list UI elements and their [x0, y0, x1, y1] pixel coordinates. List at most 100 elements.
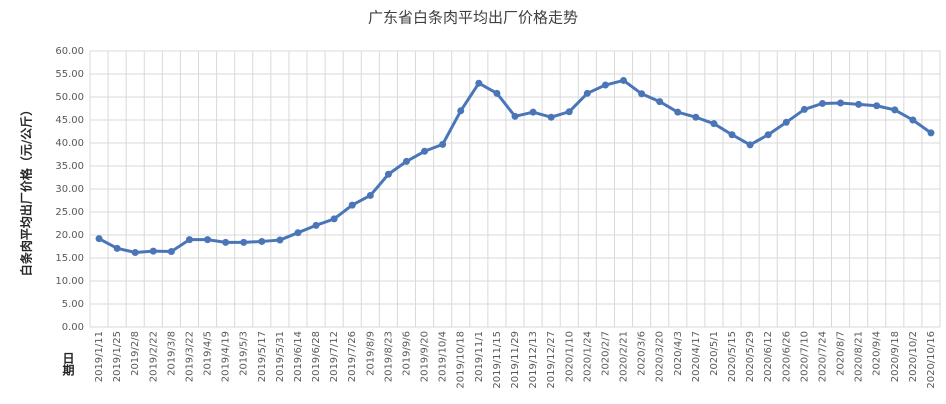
x-tick-label: 2020/5/1 [709, 331, 720, 376]
data-point [710, 120, 718, 128]
x-tick-label: 2019/7/26 [347, 331, 358, 382]
y-tick-label: 30.00 [55, 184, 84, 195]
x-tick-label: 2019/10/4 [438, 331, 449, 382]
data-point [439, 140, 447, 148]
data-point [656, 98, 664, 106]
data-point [384, 170, 392, 178]
data-point [873, 102, 881, 110]
data-point [276, 236, 284, 244]
data-point [565, 108, 573, 116]
x-tick-label: 2019/6/28 [311, 331, 322, 382]
x-tick-label: 2019/11/1 [474, 331, 485, 382]
x-tick-label: 2019/2/8 [130, 331, 141, 376]
data-point [909, 116, 917, 124]
x-tick-label: 2020/4/3 [673, 331, 684, 376]
x-tick-label: 2020/8/7 [836, 331, 847, 376]
data-point [927, 129, 935, 137]
x-tick-label: 2019/11/29 [510, 331, 521, 389]
y-tick-label: 5.00 [62, 299, 84, 310]
x-tick-label: 2020/2/7 [600, 331, 611, 376]
data-point [167, 248, 175, 256]
data-point [529, 108, 537, 116]
data-point [638, 90, 646, 98]
y-tick-label: 15.00 [55, 253, 84, 264]
data-point [855, 100, 863, 108]
y-tick-label: 60.00 [55, 46, 84, 57]
data-point [457, 107, 465, 115]
data-point [330, 215, 338, 223]
data-point [891, 106, 899, 114]
data-point [674, 108, 682, 116]
x-tick-label: 2020/8/21 [854, 331, 865, 382]
data-point [728, 131, 736, 139]
data-point [764, 131, 772, 139]
x-tick-label: 2020/10/16 [926, 331, 937, 389]
y-tick-label: 25.00 [55, 207, 84, 218]
x-tick-label: 2019/1/11 [94, 331, 105, 382]
data-point [547, 113, 555, 121]
x-tick-label: 2020/1/24 [582, 331, 593, 382]
x-tick-label: 2019/12/13 [528, 331, 539, 389]
data-point [746, 141, 754, 149]
x-tick-label: 2020/6/12 [763, 331, 774, 382]
data-point [348, 201, 356, 209]
x-tick-label: 2019/10/18 [456, 331, 467, 389]
x-tick-label: 2020/3/20 [655, 331, 666, 382]
x-axis-title: 日期 [61, 352, 75, 377]
x-tick-label: 2020/6/26 [781, 331, 792, 382]
y-tick-label: 45.00 [55, 115, 84, 126]
data-point [620, 76, 628, 84]
x-tick-label: 2020/3/6 [637, 331, 648, 376]
data-point [131, 248, 139, 256]
data-point [421, 147, 429, 155]
data-point [95, 235, 103, 243]
x-tick-label: 2020/4/17 [691, 331, 702, 382]
x-tick-label: 2019/3/22 [184, 331, 195, 382]
x-tick-label: 2019/7/12 [329, 331, 340, 382]
x-tick-label: 2020/9/18 [890, 331, 901, 382]
x-tick-label: 2019/5/31 [275, 331, 286, 382]
y-tick-label: 0.00 [62, 322, 84, 333]
x-tick-label: 2020/5/29 [745, 331, 756, 382]
data-point [601, 81, 609, 89]
data-point [240, 238, 248, 246]
y-tick-label: 35.00 [55, 161, 84, 172]
y-tick-label: 10.00 [55, 276, 84, 287]
data-point [185, 236, 193, 244]
data-point [475, 79, 483, 87]
x-tick-label: 2020/5/15 [727, 331, 738, 382]
data-point [366, 191, 374, 199]
data-point [583, 89, 591, 97]
x-tick-label: 2020/7/24 [817, 331, 828, 382]
x-tick-label: 2020/1/10 [564, 331, 575, 382]
x-tick-label: 2019/11/15 [492, 331, 503, 389]
data-point [113, 244, 121, 252]
data-point [818, 99, 826, 107]
x-tick-label: 2020/10/2 [908, 331, 919, 382]
y-axis-title: 白条肉平均出厂价格（元/公斤） [19, 104, 34, 276]
y-tick-label: 40.00 [55, 138, 84, 149]
data-point [511, 112, 519, 120]
data-point [493, 89, 501, 97]
data-point [312, 221, 320, 229]
data-point [692, 113, 700, 121]
y-tick-label: 20.00 [55, 230, 84, 241]
x-tick-label: 2019/4/5 [203, 331, 214, 376]
data-point [258, 237, 266, 245]
data-point [294, 229, 302, 237]
x-tick-label: 2019/5/3 [239, 331, 250, 376]
x-tick-label: 2019/2/22 [148, 331, 159, 382]
data-point [837, 99, 845, 107]
x-tick-label: 2019/4/19 [221, 331, 232, 382]
data-point [800, 105, 808, 113]
x-tick-label: 2020/2/21 [619, 331, 630, 382]
x-tick-label: 2019/1/25 [112, 331, 123, 382]
y-tick-label: 55.00 [55, 69, 84, 80]
data-point [402, 157, 410, 165]
x-tick-label: 2019/3/8 [166, 331, 177, 376]
x-tick-label: 2019/5/17 [257, 331, 268, 382]
chart-title: 广东省白条肉平均出厂价格走势 [368, 9, 578, 27]
x-tick-label: 2020/7/10 [799, 331, 810, 382]
x-tick-label: 2019/9/20 [420, 331, 431, 382]
